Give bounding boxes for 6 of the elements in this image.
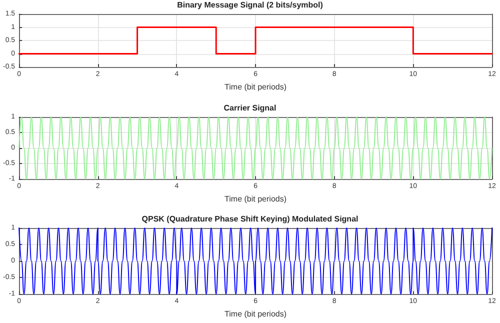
x-axis-title: Time (bit periods) <box>224 82 287 92</box>
x-axis-title: Time (bit periods) <box>224 310 287 318</box>
chart-title: Carrier Signal <box>224 104 276 112</box>
x-axis-title: Time (bit periods) <box>224 194 287 204</box>
chart-title: Binary Message Signal (2 bits/symbol) <box>177 0 324 10</box>
chart-title: QPSK (Quadrature Phase Shift Keying) Modulated Signal <box>142 214 358 224</box>
